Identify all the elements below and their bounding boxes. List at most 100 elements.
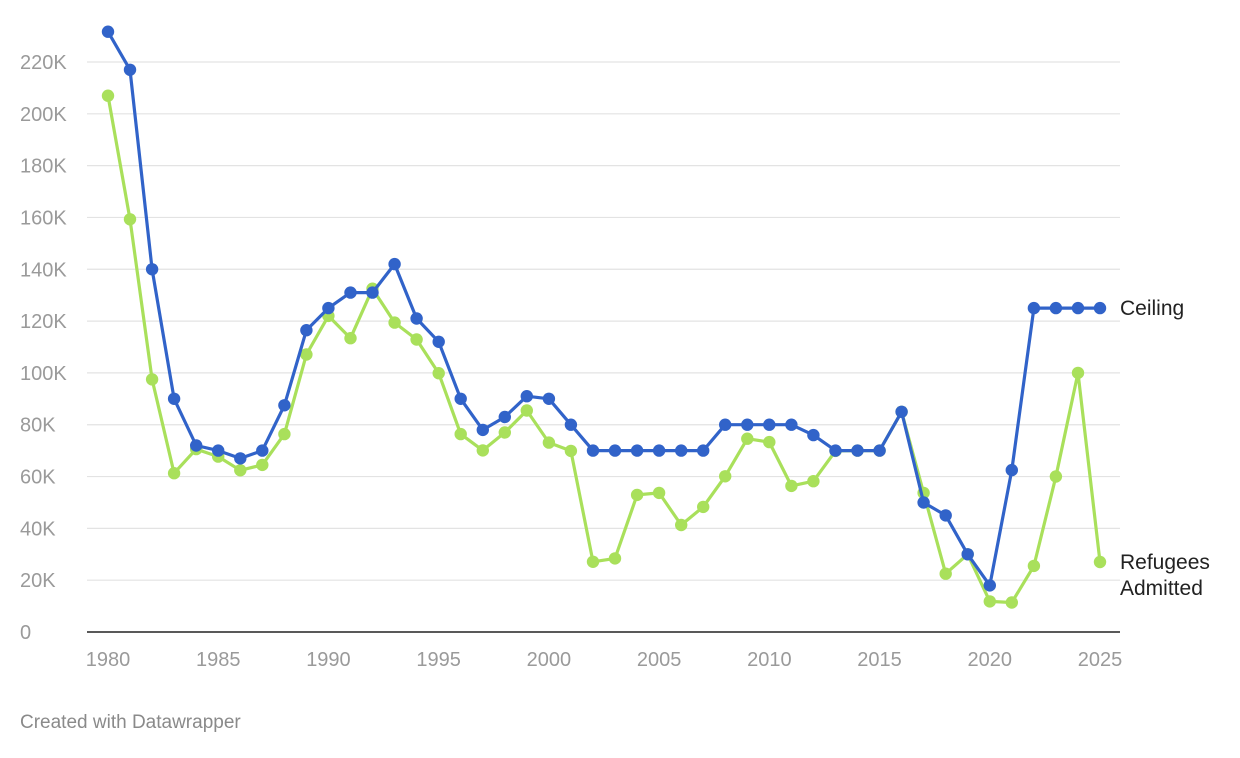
y-tick-label-0: 0 [20,622,31,644]
x-tick-label-3: 1995 [416,649,461,671]
point-admitted-2018 [939,567,952,580]
point-admitted-2000 [542,436,556,449]
x-tick-label-8: 2020 [968,649,1013,671]
point-ceiling-1997 [476,423,489,437]
point-admitted-1991 [344,332,357,345]
point-ceiling-2012 [807,428,820,442]
point-ceiling-2014 [851,444,864,457]
point-admitted-2002 [586,555,600,568]
y-tick-label-10: 200K [20,104,67,126]
point-ceiling-1996 [454,392,467,405]
x-tick-label-1: 1985 [196,649,241,671]
point-ceiling-1984 [190,439,203,452]
x-tick-label-2: 1990 [306,649,351,671]
y-tick-label-4: 80K [20,415,56,437]
point-ceiling-1991 [344,286,357,299]
point-ceiling-2015 [873,444,886,457]
point-admitted-2003 [608,552,622,565]
point-admitted-1989 [300,348,313,361]
point-admitted-1982 [145,373,159,386]
point-ceiling-1980 [101,25,115,38]
x-tick-label-5: 2005 [637,649,682,671]
point-admitted-1986 [234,464,247,477]
series-ceiling [101,25,1107,592]
point-admitted-1998 [498,426,511,439]
point-ceiling-1988 [278,399,291,412]
point-ceiling-2016 [895,405,908,418]
point-admitted-2007 [697,500,710,514]
point-ceiling-2000 [542,392,556,405]
x-tick-label-9: 2025 [1078,649,1123,671]
point-admitted-1981 [123,213,137,226]
point-admitted-1994 [410,333,423,346]
series-line-ceiling [106,30,1102,588]
gridlines [87,61,1120,581]
point-ceiling-2005 [652,444,666,457]
point-admitted-1997 [476,444,489,457]
credit-text: Created with Datawrapper [20,712,241,733]
series-label-admitted-1: Admitted [1120,577,1203,600]
y-tick-label-11: 220K [20,52,67,74]
point-ceiling-1992 [366,286,379,299]
point-admitted-1987 [256,458,269,472]
point-ceiling-2019 [961,548,974,561]
point-admitted-1996 [454,427,467,441]
point-ceiling-1994 [410,312,423,325]
x-tick-label-7: 2015 [857,649,902,671]
point-ceiling-2021 [1005,463,1018,477]
series-label-admitted-0: Refugees [1120,551,1210,574]
point-admitted-1995 [432,367,445,380]
point-admitted-2012 [807,475,820,488]
point-ceiling-2025 [1093,301,1107,315]
point-ceiling-2007 [697,444,710,457]
point-admitted-2010 [763,435,776,449]
point-ceiling-2024 [1071,301,1085,315]
series-label-ceiling-0: Ceiling [1120,297,1184,320]
axes: 0 20K 40K 60K 80K 100K 120K 140K 160K 180K 200K 220… [20,52,1122,671]
point-ceiling-1990 [322,301,335,315]
y-tick-label-2: 40K [20,518,56,540]
point-admitted-2023 [1049,470,1063,483]
point-ceiling-1982 [145,263,159,276]
y-tick-label-3: 60K [20,467,56,489]
point-admitted-2021 [1005,596,1018,609]
x-tick-label-4: 2000 [527,649,572,671]
y-tick-label-9: 180K [20,156,67,178]
point-admitted-2005 [652,486,666,500]
point-ceiling-1987 [256,444,269,457]
x-tick-label-0: 1980 [86,649,131,671]
point-admitted-2001 [564,444,578,458]
point-admitted-2009 [741,432,754,445]
point-ceiling-2022 [1027,301,1041,315]
point-ceiling-1983 [167,392,181,405]
point-admitted-2011 [785,479,798,493]
point-ceiling-2001 [564,418,578,431]
point-ceiling-2010 [763,418,776,431]
point-ceiling-2013 [829,444,842,457]
series-lines [101,25,1107,609]
point-ceiling-2008 [719,418,732,431]
point-ceiling-1993 [388,257,401,271]
point-ceiling-1989 [300,324,313,337]
point-ceiling-2002 [586,444,600,457]
series-labels: Ceiling Refugees Admitted [1120,297,1210,600]
point-admitted-2025 [1093,555,1107,569]
y-tick-label-8: 160K [20,207,67,229]
point-admitted-1999 [520,404,533,417]
y-tick-label-5: 100K [20,363,67,385]
point-ceiling-2011 [785,418,798,431]
point-ceiling-2003 [608,444,622,457]
point-admitted-1980 [101,89,115,102]
point-ceiling-2023 [1049,301,1063,315]
y-tick-label-1: 20K [20,570,56,592]
point-admitted-1993 [388,316,401,329]
point-ceiling-2004 [630,444,644,457]
point-ceiling-2018 [939,509,952,522]
point-ceiling-2009 [741,418,754,431]
point-ceiling-1981 [123,63,137,76]
point-admitted-2004 [630,488,644,502]
point-ceiling-2006 [675,444,688,457]
y-tick-label-7: 140K [20,259,67,281]
